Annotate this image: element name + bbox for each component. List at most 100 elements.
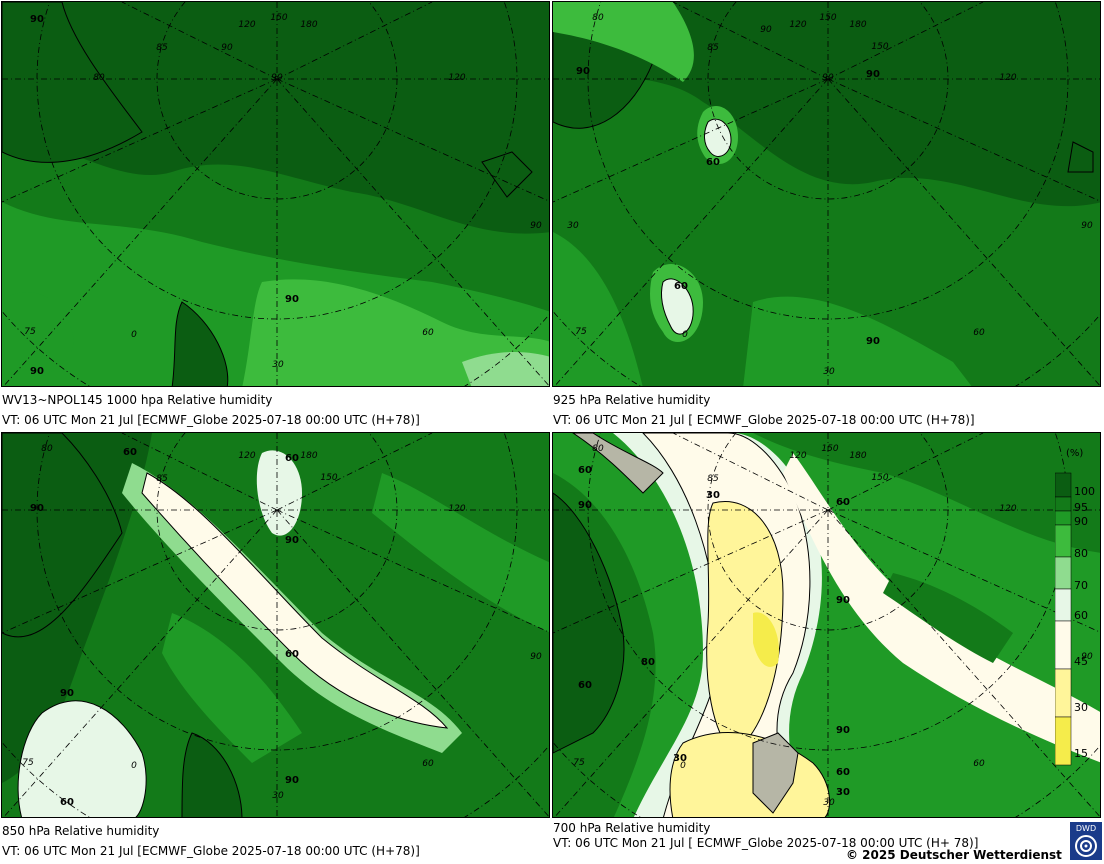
grid-label: 0 — [680, 761, 686, 771]
legend-tick-label: 15 — [1074, 747, 1088, 760]
grid-label: 180 — [300, 20, 317, 30]
grid-lines — [553, 2, 1100, 386]
grid-labels: 80 120 150 180 90 150 85 120 90 30 90 60 75 0 30 — [567, 13, 1093, 377]
contour-label: 60 — [285, 649, 299, 660]
grid-label: 120 — [999, 504, 1016, 514]
map-panel-925hpa: 80 120 150 180 90 150 85 120 90 30 90 60 75 0 30 90 90 6… — [552, 1, 1101, 387]
map-850hpa: 80 120 180 85 150 120 90 60 75 0 30 60 60 90 90 60 90 90… — [2, 433, 549, 817]
map-925hpa: 80 120 150 180 90 150 85 120 90 30 90 60 75 0 30 90 90 6… — [553, 2, 1100, 386]
contour-label: 60 — [285, 453, 299, 464]
dwd-swirl-icon — [1075, 835, 1097, 857]
map-1000hpa: 120 150 180 90 85 80 90 120 90 60 0 75 30 90 90 90 — [2, 2, 549, 386]
contour-label: 60 — [706, 157, 720, 168]
grid-label: 0 — [131, 330, 137, 340]
legend-swatch — [1055, 472, 1072, 498]
grid-label: 85 — [156, 474, 168, 484]
caption-title: 700 hPa Relative humidity — [553, 821, 711, 835]
grid-label: 150 — [819, 13, 836, 23]
legend-tick-label: 60 — [1074, 609, 1088, 622]
caption-1000hpa: WV13~NPOL145 1000 hpa Relative humidity … — [2, 393, 420, 428]
grid-label: 75 — [24, 327, 36, 337]
contour-label: 60 — [123, 447, 137, 458]
grid-label: 120 — [448, 73, 465, 83]
grid-label: 30 — [272, 360, 284, 370]
contour-label: 30 — [706, 490, 720, 501]
legend-swatch — [1055, 510, 1072, 526]
contour-label: 30 — [673, 753, 687, 764]
dwd-logo: DWD — [1070, 822, 1102, 860]
contour-label: 90 — [30, 366, 44, 377]
caption-validity: VT: 06 UTC Mon 21 Jul [ECMWF_Globe 2025-… — [2, 413, 420, 427]
legend-tick-label: 45 — [1074, 655, 1088, 668]
grid-label: 0 — [131, 761, 137, 771]
grid-label: 30 — [272, 791, 284, 801]
contour-label: 90 — [866, 336, 880, 347]
legend-swatch — [1055, 588, 1072, 622]
contour-label: 90 — [30, 14, 44, 25]
legend-swatch — [1055, 620, 1072, 670]
legend-tick-label: 30 — [1074, 701, 1088, 714]
grid-lines — [2, 433, 549, 817]
copyright: © 2025 Deutscher Wetterdienst — [846, 848, 1062, 862]
contour-label: 90 — [285, 775, 299, 786]
contour-label: 60 — [578, 465, 592, 476]
contour-label: 60 — [578, 680, 592, 691]
contour-labels: 90 90 90 — [30, 14, 299, 377]
contour-label: 60 — [674, 281, 688, 292]
map-panel-1000hpa: 120 150 180 90 85 80 90 120 90 60 0 75 30 90 90 90 — [1, 1, 550, 387]
grid-label: 120 — [238, 20, 255, 30]
contour-label: 80 — [641, 657, 655, 668]
legend-tick-label: 95 — [1074, 501, 1088, 514]
grid-label: 30 — [823, 798, 835, 808]
grid-label: 180 — [849, 451, 866, 461]
grid-label: 150 — [270, 13, 287, 23]
grid-label: 90 — [530, 221, 542, 231]
grid-label: 60 — [973, 328, 985, 338]
grid-label: 80 — [93, 73, 105, 83]
grid-label: 90 — [760, 25, 772, 35]
legend-unit: (%) — [1066, 448, 1084, 459]
legend-swatch — [1055, 668, 1072, 718]
contour-label: 90 — [836, 725, 850, 736]
caption-700hpa: 700 hPa Relative humidity VT: 06 UTC Mon… — [553, 821, 979, 851]
contour-label: 90 — [836, 595, 850, 606]
grid-label: 90 — [530, 652, 542, 662]
caption-850hpa: 850 hPa Relative humidity VT: 06 UTC Mon… — [2, 824, 420, 859]
grid-label: 90 — [221, 43, 233, 53]
grid-label: 120 — [999, 73, 1016, 83]
contour-label: 90 — [30, 503, 44, 514]
legend-tick-label: 90 — [1074, 515, 1088, 528]
grid-label: 150 — [871, 473, 888, 483]
grid-label: 90 — [1081, 652, 1093, 662]
grid-label: 120 — [448, 504, 465, 514]
contour-label: 60 — [836, 497, 850, 508]
contour-label: 60 — [60, 797, 74, 808]
grid-label: 90 — [822, 73, 834, 83]
grid-label: 90 — [1081, 221, 1093, 231]
legend-swatch — [1055, 524, 1072, 558]
contour-label: 90 — [576, 66, 590, 77]
legend-swatch — [1055, 496, 1072, 512]
caption-validity: VT: 06 UTC Mon 21 Jul [ ECMWF_Globe 2025… — [553, 836, 979, 850]
grid-label: 85 — [707, 43, 719, 53]
contour-labels: 90 90 60 60 90 — [576, 66, 880, 347]
contour-label: 60 — [836, 767, 850, 778]
caption-validity: VT: 06 UTC Mon 21 Jul [ECMWF_Globe 2025-… — [2, 844, 420, 858]
contour-label: 90 — [866, 69, 880, 80]
grid-label: 90 — [271, 73, 283, 83]
grid-lines — [2, 2, 549, 386]
contour-labels: 60 60 90 90 60 90 90 60 — [30, 447, 299, 808]
grid-label: 60 — [422, 759, 434, 769]
grid-label: 30 — [823, 367, 835, 377]
grid-label: 120 — [789, 20, 806, 30]
grid-label: 120 — [789, 451, 806, 461]
dwd-logo-text: DWD — [1075, 824, 1097, 833]
grid-label: 120 — [238, 451, 255, 461]
legend-swatch — [1055, 556, 1072, 590]
contour-label: 90 — [578, 500, 592, 511]
grid-label: 60 — [422, 328, 434, 338]
grid-label: 80 — [41, 444, 53, 454]
contour-labels: 60 30 90 60 90 80 60 90 30 60 30 — [578, 465, 850, 798]
